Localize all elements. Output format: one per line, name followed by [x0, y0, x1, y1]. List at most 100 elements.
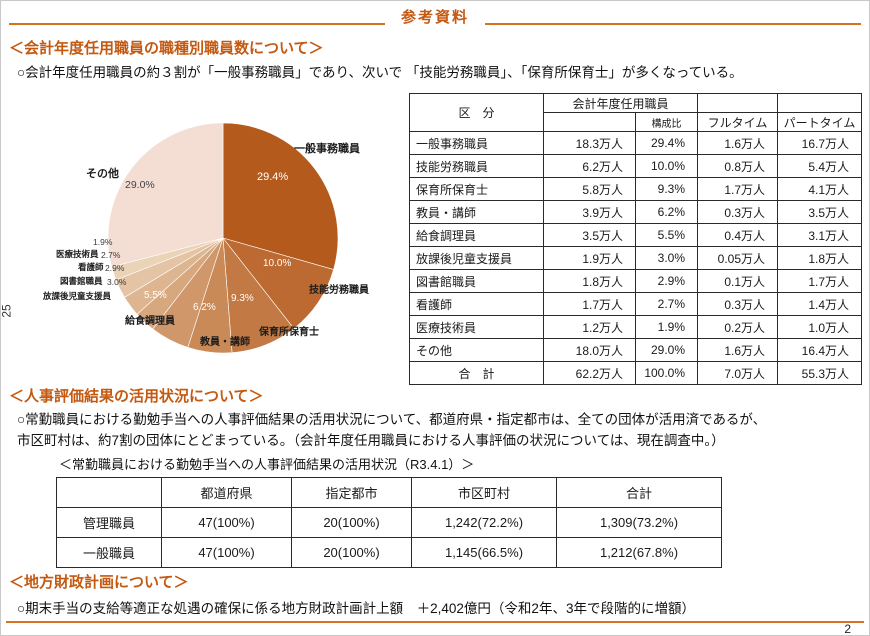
t2-header-municipalities: 市区町村 [411, 477, 557, 508]
cell-label: 医療技術員 [409, 315, 544, 339]
cell-label: 管理職員 [56, 507, 162, 538]
evaluation-table: 都道府県 指定都市 市区町村 合計 管理職員 47(100%) 20(100%)… [56, 477, 722, 568]
cell-value: 1,309(73.2%) [556, 507, 722, 538]
cell-fulltime: 0.3万人 [697, 292, 779, 316]
cell-ratio: 9.3% [634, 177, 699, 201]
t2-header-total: 合計 [556, 477, 722, 508]
cell-count: 18.3万人 [543, 131, 636, 155]
cell-value: 1,145(66.5%) [411, 537, 557, 568]
page-header: 参考資料 [1, 6, 869, 32]
table-row: 看護師 1.7万人 2.7% 0.3万人 1.4万人 [409, 292, 863, 316]
cell-label: 教員・講師 [409, 200, 544, 224]
cell-ratio: 6.2% [634, 200, 699, 224]
pie-slice [222, 237, 334, 330]
cell-ratio: 2.7% [634, 292, 699, 316]
cell-value: 20(100%) [291, 537, 412, 568]
pie-label-others: その他 [86, 168, 119, 180]
cell-fulltime: 0.05万人 [697, 246, 779, 270]
cell-ratio: 2.9% [634, 269, 699, 293]
page-title: 参考資料 [384, 6, 485, 27]
cell-label: 一般職員 [56, 537, 162, 568]
side-page-number: 25 [0, 304, 14, 318]
cell-label: その他 [409, 338, 544, 362]
cell-count: 3.9万人 [543, 200, 636, 224]
cell-count: 5.8万人 [543, 177, 636, 201]
cell-fulltime: 0.3万人 [697, 200, 779, 224]
table-row: 放課後児童支援員 1.9万人 3.0% 0.05万人 1.8万人 [409, 246, 863, 270]
pie-label-medical-technician: 医療技術員 [56, 249, 99, 259]
table-row: 技能労務職員 6.2万人 10.0% 0.8万人 5.4万人 [409, 154, 863, 178]
pie-label-school-cook: 給食調理員 [125, 316, 175, 327]
pie-pct-nursery-teacher: 9.3% [231, 293, 254, 304]
cell-fulltime: 1.6万人 [697, 338, 779, 362]
cell-parttime: 5.4万人 [777, 154, 863, 178]
cell-parttime: 3.5万人 [777, 200, 863, 224]
pie-slice [222, 122, 339, 270]
cell-ratio: 5.5% [634, 223, 699, 247]
table-row: 図書館職員 1.8万人 2.9% 0.1万人 1.7万人 [409, 269, 863, 293]
cell-parttime: 1.8万人 [777, 246, 863, 270]
cell-value: 1,242(72.2%) [411, 507, 557, 538]
pie-label-skilled-labor: 技能労務職員 [309, 285, 369, 296]
cell-label: 看護師 [409, 292, 544, 316]
cell-total-ratio: 100.0% [634, 361, 699, 385]
cell-fulltime: 0.2万人 [697, 315, 779, 339]
evaluation-table-caption: ＜常勤職員における勤勉手当への人事評価結果の活用状況（R3.4.1）＞ [59, 457, 475, 472]
table-row: 管理職員 47(100%) 20(100%) 1,242(72.2%) 1,30… [56, 507, 722, 538]
cell-count: 3.5万人 [543, 223, 636, 247]
bottom-rule [6, 621, 864, 623]
pie-label-afterschool-support: 放課後児童支援員 [43, 291, 112, 301]
jobtype-pie-chart: 一般事務職員 技能労務職員 保育所保育士 教員・講師 給食調理員 放課後児童支援… [41, 101, 403, 366]
cell-count: 1.7万人 [543, 292, 636, 316]
cell-ratio: 29.0% [634, 338, 699, 362]
t1-header-count-empty [543, 112, 636, 132]
t2-header-prefectures: 都道府県 [161, 477, 292, 508]
cell-ratio: 3.0% [634, 246, 699, 270]
pie-label-librarian: 図書館職員 [60, 276, 103, 286]
t1-header-parttime: パートタイム [777, 112, 863, 132]
t1-header-parttime-top [777, 93, 863, 113]
cell-label: 放課後児童支援員 [409, 246, 544, 270]
cell-label: 給食調理員 [409, 223, 544, 247]
cell-count: 1.9万人 [543, 246, 636, 270]
t1-header-ratio: 構成比 [634, 112, 699, 132]
pie-pct-afterschool-support: 3.0% [107, 277, 127, 287]
page-number: 2 [844, 622, 851, 636]
cell-count: 6.2万人 [543, 154, 636, 178]
section-evaluation-heading: ＜人事評価結果の活用状況について＞ [9, 388, 264, 405]
cell-label: 一般事務職員 [409, 131, 544, 155]
cell-value: 20(100%) [291, 507, 412, 538]
cell-label: 図書館職員 [409, 269, 544, 293]
cell-fulltime: 1.6万人 [697, 131, 779, 155]
section-jobtype-body: ○会計年度任用職員の約３割が「一般事務職員」であり、次いで 「技能労務職員」、「… [17, 65, 743, 80]
section-evaluation-body: ○常勤職員における勤勉手当への人事評価結果の活用状況について、都道府県・指定都市… [17, 412, 767, 448]
pie-label-teacher-lecturer: 教員・講師 [200, 337, 250, 348]
section-fiscal-body: ○期末手当の支給等適正な処遇の確保に係る地方財政計画計上額 ＋2,402億円（令… [17, 601, 695, 616]
pie-pct-general-clerical: 29.4% [257, 171, 289, 183]
cell-ratio: 29.4% [634, 131, 699, 155]
cell-fulltime: 0.8万人 [697, 154, 779, 178]
pie-pct-teacher-lecturer: 6.2% [193, 302, 216, 313]
cell-total-count: 62.2万人 [543, 361, 636, 385]
table-row: 医療技術員 1.2万人 1.9% 0.2万人 1.0万人 [409, 315, 863, 339]
cell-fulltime: 0.4万人 [697, 223, 779, 247]
cell-label: 保育所保育士 [409, 177, 544, 201]
cell-total-label: 合 計 [409, 361, 544, 385]
table-row: 一般職員 47(100%) 20(100%) 1,145(66.5%) 1,21… [56, 537, 722, 568]
pie-pct-skilled-labor: 10.0% [263, 258, 292, 269]
jobtype-staff-table: 区 分 会計年度任用職員 構成比 フルタイム パートタイム 一般事務職員 18.… [409, 93, 863, 385]
cell-parttime: 1.0万人 [777, 315, 863, 339]
cell-value: 47(100%) [161, 537, 292, 568]
cell-value: 47(100%) [161, 507, 292, 538]
pie-slice [107, 122, 224, 268]
cell-ratio: 1.9% [634, 315, 699, 339]
t1-header-category: 区 分 [409, 93, 544, 132]
cell-fulltime: 1.7万人 [697, 177, 779, 201]
cell-parttime: 3.1万人 [777, 223, 863, 247]
section-jobtype-heading: ＜会計年度任用職員の職種別職員数について＞ [9, 40, 324, 57]
cell-parttime: 16.7万人 [777, 131, 863, 155]
pie-label-nurse: 看護師 [78, 262, 104, 272]
pie-pct-medical-technician: 1.9% [93, 237, 113, 247]
cell-count: 18.0万人 [543, 338, 636, 362]
